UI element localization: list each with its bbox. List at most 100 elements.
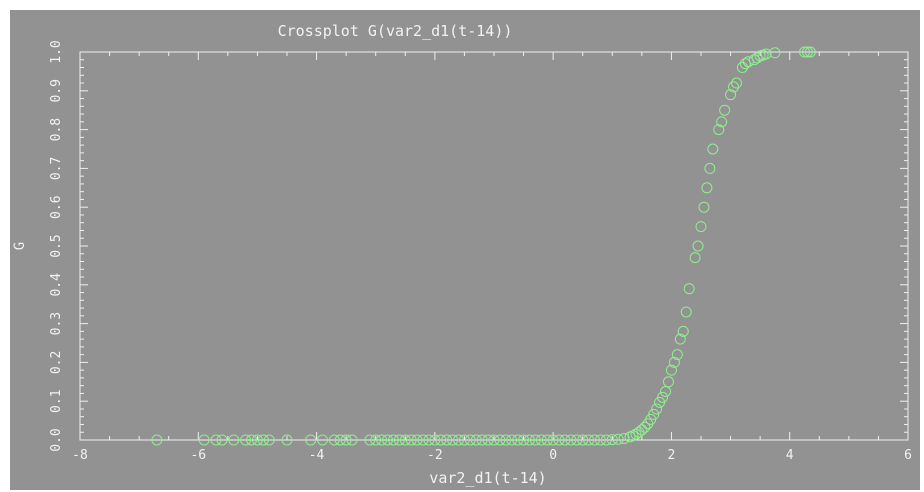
data-point xyxy=(651,403,663,415)
data-point xyxy=(701,182,713,194)
data-point xyxy=(698,201,710,213)
data-point xyxy=(518,434,530,446)
crossplot-chart: Crossplot G(var2_d1(t-14)) G var2_d1(t-1… xyxy=(10,10,920,490)
data-point xyxy=(529,434,541,446)
plot-frame xyxy=(79,51,909,441)
data-point xyxy=(382,434,394,446)
data-point xyxy=(447,434,459,446)
data-point xyxy=(704,162,716,174)
x-tick-label: -6 xyxy=(190,448,206,463)
data-point xyxy=(240,434,252,446)
data-point xyxy=(748,54,760,66)
data-point xyxy=(411,434,423,446)
data-point xyxy=(512,434,524,446)
data-point xyxy=(470,434,482,446)
data-point xyxy=(346,434,358,446)
data-point xyxy=(559,434,571,446)
data-point xyxy=(435,434,447,446)
x-tick-label: 2 xyxy=(668,448,676,463)
data-point xyxy=(488,434,500,446)
y-tick-label: 0.3 xyxy=(49,312,64,335)
data-point xyxy=(370,434,382,446)
data-point xyxy=(305,434,317,446)
x-tick-label: 0 xyxy=(549,448,557,463)
data-point xyxy=(589,434,601,446)
data-point xyxy=(405,434,417,446)
data-point xyxy=(541,434,553,446)
axes xyxy=(79,51,909,441)
data-point xyxy=(600,434,612,446)
data-point xyxy=(630,428,642,440)
data-point xyxy=(725,89,737,101)
data-point xyxy=(728,81,740,93)
y-axis-label: G xyxy=(12,242,28,250)
data-point xyxy=(547,434,559,446)
data-point xyxy=(257,434,269,446)
data-point xyxy=(364,434,376,446)
data-point xyxy=(500,434,512,446)
data-points xyxy=(151,46,816,446)
data-point xyxy=(417,434,429,446)
data-point xyxy=(692,240,704,252)
x-tick-label: -4 xyxy=(309,448,325,463)
data-point xyxy=(736,62,748,74)
data-point xyxy=(662,376,674,388)
data-point xyxy=(760,48,772,60)
y-tick-label: 1.0 xyxy=(49,40,64,63)
y-tick-label: 0.8 xyxy=(49,118,64,141)
data-point xyxy=(423,434,435,446)
data-point xyxy=(660,386,672,397)
data-point xyxy=(680,306,692,318)
y-tick-label: 0.5 xyxy=(49,234,64,257)
data-point xyxy=(251,434,263,446)
data-point xyxy=(571,434,583,446)
data-point xyxy=(606,434,618,446)
data-point xyxy=(523,434,535,446)
data-point xyxy=(668,356,680,368)
data-point xyxy=(639,421,651,433)
y-tick-label: 0.9 xyxy=(49,79,64,102)
data-point xyxy=(246,434,258,446)
data-point xyxy=(612,433,624,445)
data-point xyxy=(665,364,677,376)
y-tick-label: 0.0 xyxy=(49,428,64,451)
data-point xyxy=(633,426,645,438)
data-point xyxy=(476,434,488,446)
data-point xyxy=(804,46,816,58)
data-point xyxy=(441,434,453,446)
data-point xyxy=(583,434,595,446)
data-point xyxy=(506,434,518,446)
data-point xyxy=(707,143,719,155)
y-tick-label: 0.4 xyxy=(49,273,64,297)
data-point xyxy=(328,434,340,446)
data-point xyxy=(228,434,240,446)
data-point xyxy=(594,434,606,446)
data-point xyxy=(577,434,589,446)
data-point xyxy=(494,434,506,446)
x-tick-label: 4 xyxy=(786,448,794,463)
chart-title: Crossplot G(var2_d1(t-14)) xyxy=(278,22,513,40)
data-point xyxy=(769,47,781,59)
data-point xyxy=(458,434,470,446)
data-point xyxy=(677,325,689,337)
y-tick-label: 0.7 xyxy=(49,157,64,180)
data-point xyxy=(216,434,228,446)
data-point xyxy=(376,434,388,446)
data-point xyxy=(565,434,577,446)
x-tick-label: -2 xyxy=(427,448,443,463)
y-tick-label: 0.2 xyxy=(49,351,64,374)
x-axis-label: var2_d1(t-14) xyxy=(429,469,546,487)
data-point xyxy=(482,434,494,446)
data-point xyxy=(387,434,399,446)
scatter-plot: Crossplot G(var2_d1(t-14)) G var2_d1(t-1… xyxy=(12,22,912,487)
data-point xyxy=(334,434,346,446)
data-point xyxy=(716,116,728,128)
data-point xyxy=(801,46,813,58)
data-point xyxy=(730,77,742,89)
data-point xyxy=(553,434,565,446)
data-point xyxy=(535,434,547,446)
data-point xyxy=(689,252,701,264)
data-point xyxy=(399,434,411,446)
x-tick-label: -8 xyxy=(72,448,88,463)
data-point xyxy=(648,408,660,420)
